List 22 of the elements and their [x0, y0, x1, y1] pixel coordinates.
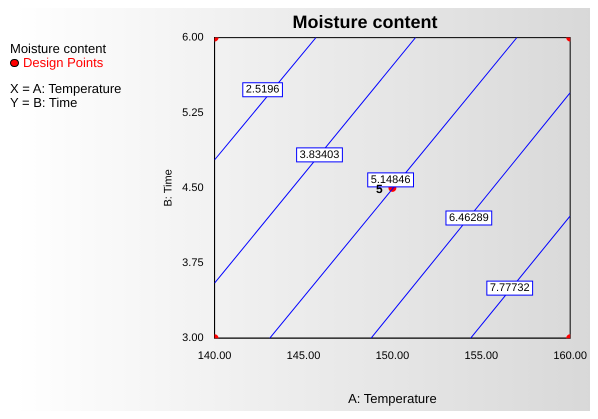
annotation: 5.14846: [370, 174, 410, 186]
annotation: 2.5196: [246, 84, 280, 96]
x-tick-label: 140.00: [198, 350, 232, 362]
y-axis-title: B: Time: [162, 169, 175, 207]
annotation: 3.83403: [300, 148, 340, 161]
y-tick-label: 3.00: [182, 332, 204, 344]
text: Y = B: Time: [10, 95, 78, 110]
text: Moisture content: [10, 41, 108, 56]
y-tick-label: 3.75: [182, 257, 204, 270]
y-tick-label: 6.00: [182, 32, 204, 44]
chart-title: Moisture content: [292, 12, 438, 32]
x-tick-label: 150.00: [376, 350, 410, 362]
x-tick-label: 160.00: [553, 350, 588, 362]
x-tick-label: 145.00: [286, 350, 320, 362]
legend-label: Design Points: [23, 55, 104, 70]
y-tick-label: 4.50: [182, 182, 204, 194]
x-axis-title: A: Temperature: [348, 390, 437, 406]
text: X = A: Temperature: [10, 81, 122, 96]
annotation: 6.46289: [448, 212, 489, 224]
y-tick-label: 5.25: [182, 106, 204, 119]
x-tick-label: 155.00: [464, 350, 498, 362]
annotation: 7.77732: [490, 282, 530, 294]
